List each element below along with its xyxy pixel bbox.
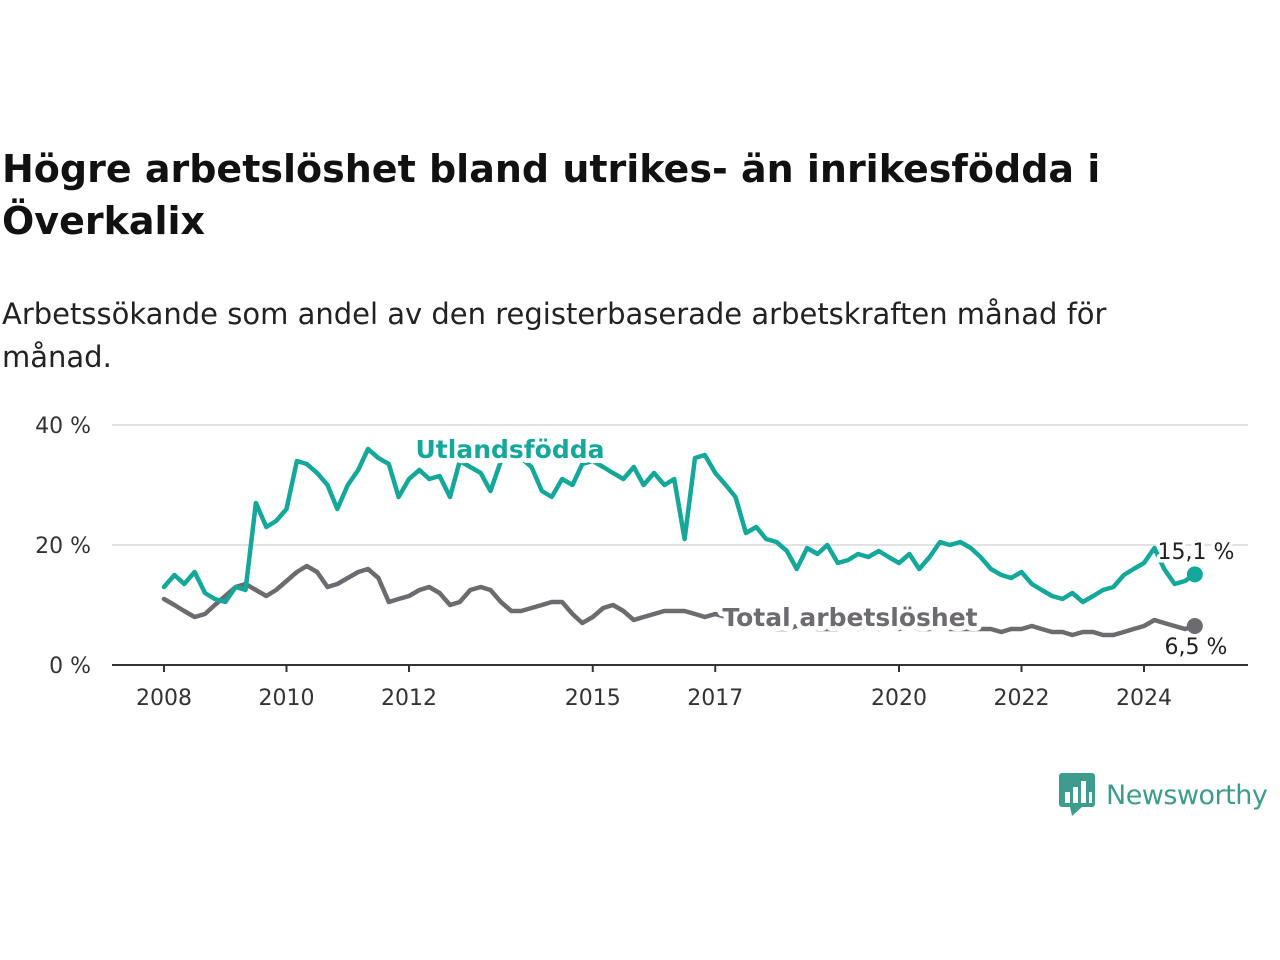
axes: 0 % 20 % 40 % 2008 2010 2012 2015 2017 2020 2022 2… bbox=[35, 414, 1248, 711]
series-lines bbox=[161, 446, 1203, 638]
series-end-dot bbox=[1186, 566, 1203, 583]
x-tick-label: 2024 bbox=[1116, 686, 1172, 711]
series-line bbox=[161, 563, 1198, 638]
series-name-label: Utlandsfödda bbox=[416, 435, 605, 464]
newsworthy-logo: Newsworthy bbox=[1058, 772, 1268, 818]
series-label-halo: Total arbetslöshet bbox=[722, 603, 977, 632]
chart-title: Högre arbetslöshet bland utrikes- än inr… bbox=[2, 147, 1101, 243]
x-tick-label: 2015 bbox=[565, 686, 621, 711]
series-end-dot bbox=[1186, 618, 1203, 634]
x-tick-label: 2012 bbox=[381, 686, 437, 711]
x-tick-label: 2008 bbox=[136, 686, 192, 711]
x-tick-label: 2017 bbox=[687, 686, 743, 711]
x-tick-label: 2010 bbox=[259, 686, 315, 711]
gridlines bbox=[112, 424, 1248, 546]
x-tick-label: 2022 bbox=[994, 686, 1050, 711]
series-end-label: 15,1 % bbox=[1158, 540, 1235, 565]
newsworthy-logo-icon bbox=[1059, 773, 1095, 816]
series-end-label: 6,5 % bbox=[1165, 635, 1228, 660]
series-line bbox=[161, 446, 1198, 605]
end-label-halo: 15,1 % bbox=[1158, 540, 1235, 565]
series-label-halo: Utlandsfödda bbox=[416, 435, 605, 464]
series-name-label: Total arbetslöshet bbox=[722, 603, 977, 632]
chart-subtitle: Arbetssökande som andel av den registerb… bbox=[2, 297, 1107, 374]
y-tick-label: 0 % bbox=[49, 654, 91, 679]
x-tick-label: 2020 bbox=[871, 686, 927, 711]
end-label-halo: 6,5 % bbox=[1165, 635, 1228, 660]
brand-name: Newsworthy bbox=[1106, 779, 1268, 811]
y-tick-label: 20 % bbox=[35, 534, 91, 559]
y-tick-label: 40 % bbox=[35, 414, 91, 439]
